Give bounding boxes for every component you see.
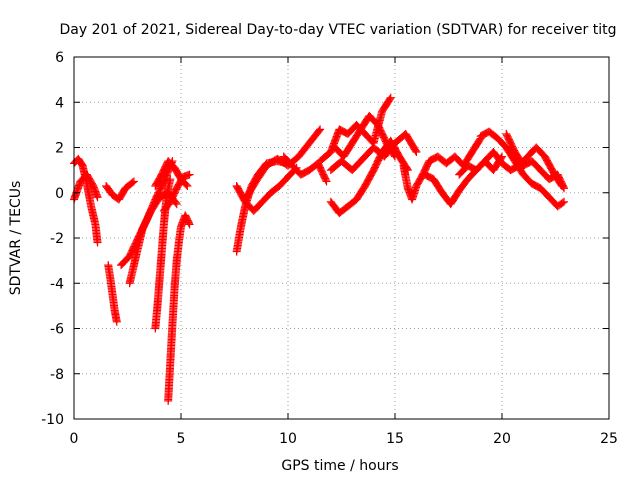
data-point xyxy=(558,198,567,207)
series-arc-b xyxy=(70,170,102,204)
data-point xyxy=(166,175,175,184)
y-tick-label: 0 xyxy=(55,186,64,202)
data-point xyxy=(321,176,330,185)
data-point xyxy=(386,93,395,102)
grid xyxy=(74,57,609,419)
y-tick-label: 4 xyxy=(55,95,64,111)
data-point xyxy=(93,238,102,247)
series-arc-w xyxy=(502,129,569,193)
y-axis-label: SDTVAR / TECUs xyxy=(8,181,24,296)
data-points xyxy=(70,93,569,405)
x-tick-label: 5 xyxy=(177,431,186,447)
data-point xyxy=(93,193,102,202)
series-arc-j xyxy=(151,157,192,190)
data-point xyxy=(182,180,191,189)
data-point xyxy=(315,126,324,135)
data-point xyxy=(184,219,193,228)
data-point xyxy=(390,151,399,160)
x-tick-label: 15 xyxy=(386,431,404,447)
series-arc-n xyxy=(279,152,331,186)
series-arc-q xyxy=(326,129,421,175)
data-point xyxy=(172,200,181,209)
data-point xyxy=(128,178,137,187)
y-tick-label: -2 xyxy=(50,231,64,247)
data-point xyxy=(385,94,394,103)
data-point xyxy=(185,170,194,179)
series-arc-h xyxy=(164,211,194,405)
x-tick-label: 25 xyxy=(600,431,618,447)
data-point xyxy=(560,197,569,206)
data-point xyxy=(559,182,568,191)
series-arc-d xyxy=(102,177,138,204)
data-point xyxy=(185,220,194,229)
x-axis-label: GPS time / hours xyxy=(281,458,398,474)
y-tick-label: 6 xyxy=(55,50,64,66)
data-point xyxy=(560,184,569,193)
series-arc-s xyxy=(399,134,485,204)
data-point xyxy=(316,125,325,134)
data-point xyxy=(322,177,331,186)
series-arc-o xyxy=(316,93,395,166)
series-arc-r xyxy=(331,111,399,161)
data-point xyxy=(391,152,399,161)
data-point xyxy=(129,177,138,186)
y-tick-label: 2 xyxy=(55,141,64,157)
series-arc-c xyxy=(104,261,121,326)
x-tick-label: 20 xyxy=(493,431,511,447)
data-point xyxy=(183,181,192,190)
data-point xyxy=(412,148,421,157)
series-arc-i xyxy=(159,170,194,215)
axis-ticks: 0 5 10 15 20 25 -10 -8 -6 -4 -2 0 2 4 6 xyxy=(41,50,618,447)
data-point xyxy=(411,146,420,155)
y-tick-label: -4 xyxy=(50,276,64,292)
x-tick-label: 10 xyxy=(279,431,297,447)
data-point xyxy=(112,317,121,326)
chart-title: Day 201 of 2021, Sidereal Day-to-day VTE… xyxy=(60,22,617,38)
y-tick-label: -6 xyxy=(50,322,64,338)
y-tick-label: -8 xyxy=(50,367,64,383)
x-tick-label: 0 xyxy=(70,431,79,447)
data-point xyxy=(475,135,484,144)
y-tick-label: -10 xyxy=(41,412,64,428)
